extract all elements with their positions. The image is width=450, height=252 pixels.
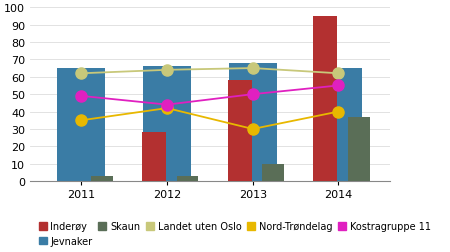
Bar (348, 117, 369, 181)
Landet uten Oslo (250, 67, 256, 70)
Landet uten Oslo (164, 69, 170, 72)
Bar (313, 17, 337, 181)
Kostragruppe 11 (79, 95, 84, 98)
Kostragruppe 11 (336, 85, 341, 88)
Landet uten Oslo (79, 73, 84, 76)
Bar (228, 81, 252, 181)
Nord-Trøndelag (250, 128, 256, 131)
Nord-Trøndelag (164, 107, 170, 110)
Bar (142, 133, 166, 181)
Nord-Trøndelag (79, 119, 84, 122)
Bar (229, 64, 277, 181)
Bar (91, 176, 112, 181)
Line: Kostragruppe 11: Kostragruppe 11 (76, 81, 344, 111)
Line: Landet uten Oslo: Landet uten Oslo (76, 63, 344, 80)
Nord-Trøndelag (336, 111, 341, 114)
Kostragruppe 11 (250, 93, 256, 96)
Bar (58, 69, 105, 181)
Bar (315, 69, 362, 181)
Landet uten Oslo (336, 73, 341, 76)
Bar (262, 164, 284, 181)
Legend: Inderøy, Jevnaker, Skaun, Landet uten Oslo, Nord-Trøndelag, Kostragruppe 11: Inderøy, Jevnaker, Skaun, Landet uten Os… (35, 217, 435, 250)
Bar (177, 176, 198, 181)
Bar (143, 67, 191, 181)
Line: Nord-Trøndelag: Nord-Trøndelag (76, 103, 344, 135)
Kostragruppe 11 (164, 104, 170, 107)
